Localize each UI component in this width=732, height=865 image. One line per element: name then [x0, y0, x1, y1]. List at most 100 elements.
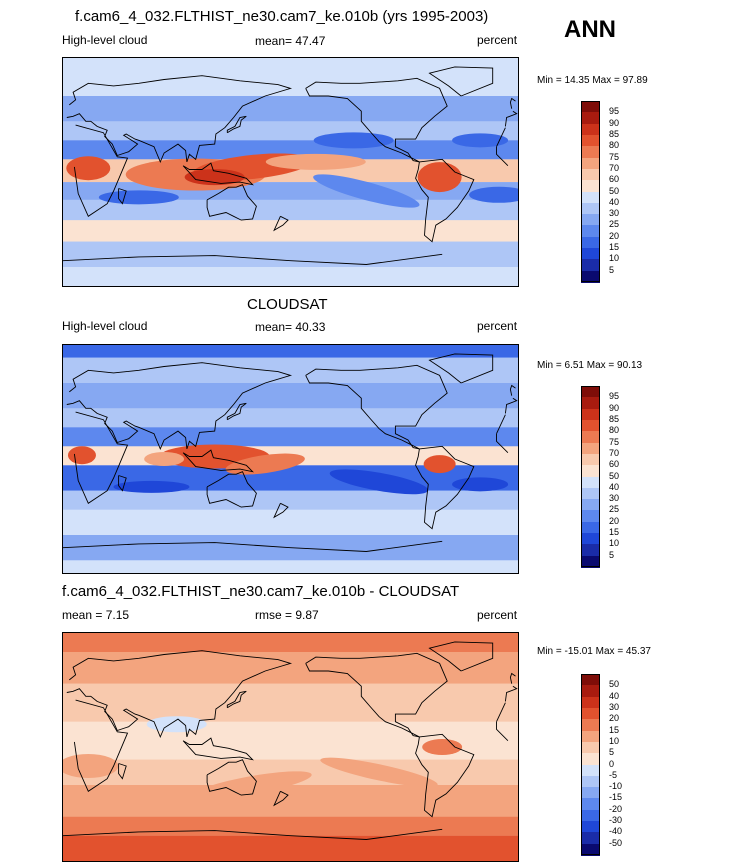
panel3-colorbar: 50 40 30 20 15 10 5 0 -5 -10 -15 -20 -30 -40 -50 — [581, 674, 641, 856]
colorbar-frame — [581, 674, 600, 855]
panel2-map — [62, 344, 519, 574]
field-band — [63, 357, 518, 383]
colorbar-swatch — [581, 685, 600, 698]
coastline — [504, 397, 518, 414]
coastline — [415, 158, 475, 243]
colorbar-swatch — [581, 787, 600, 799]
colorbar-swatch — [581, 214, 600, 226]
field-band — [63, 652, 518, 684]
colorbar-tick-label: 25 — [609, 504, 620, 515]
panel1-minmax: Min = 14.35 Max = 97.89 — [537, 75, 648, 86]
field-band — [63, 408, 518, 428]
panel1-mean: mean= 47.47 — [255, 34, 326, 48]
colorbar-swatch — [581, 191, 600, 204]
coastline — [428, 66, 494, 97]
panel3-units: percent — [477, 608, 518, 622]
field-band — [63, 560, 518, 573]
colorbar-swatch — [581, 442, 600, 455]
panel1-left-label: High-level cloud — [62, 33, 148, 47]
coastline — [66, 362, 293, 451]
colorbar-tick-label: -10 — [609, 781, 623, 792]
field-anomaly — [67, 446, 96, 465]
coastline — [63, 830, 291, 837]
colorbar-tick-label: 85 — [609, 128, 620, 139]
field-anomaly — [193, 771, 312, 799]
colorbar-swatch — [581, 386, 600, 398]
field-anomaly — [422, 739, 463, 755]
colorbar-tick-label: 5 — [609, 549, 615, 560]
colorbar-swatch — [581, 809, 600, 822]
field-band — [63, 345, 518, 358]
colorbar-tick-label: 60 — [609, 459, 620, 470]
coastline — [273, 215, 289, 232]
colorbar-swatch — [581, 821, 600, 833]
colorbar-swatch — [581, 134, 600, 147]
colorbar-swatch — [581, 832, 600, 845]
colorbar-tick-label: 15 — [609, 242, 620, 253]
panel1-map — [62, 57, 519, 287]
field-band — [63, 490, 518, 510]
field-anomaly — [469, 186, 518, 203]
coastline — [509, 672, 516, 684]
field-band — [63, 835, 518, 861]
coastline — [496, 146, 509, 167]
colorbar-swatch — [581, 499, 600, 511]
panel3-rmse: rmse = 9.87 — [255, 608, 319, 622]
colorbar-tick-label: 40 — [609, 690, 620, 701]
field-anomaly — [452, 133, 509, 148]
field-anomaly — [144, 452, 185, 466]
coastline — [290, 540, 443, 552]
colorbar-tick-label: -50 — [609, 837, 623, 848]
panel3-minmax: Min = -15.01 Max = 45.37 — [537, 646, 651, 657]
colorbar-swatch — [581, 753, 600, 765]
colorbar-swatch — [581, 521, 600, 534]
field-band — [63, 816, 518, 836]
field-band — [63, 267, 518, 286]
colorbar-swatch — [581, 555, 600, 568]
coastline — [504, 110, 518, 127]
colorbar-swatch — [581, 476, 600, 489]
colorbar-tick-label: 40 — [609, 481, 620, 492]
colorbar-swatch — [581, 730, 600, 743]
colorbar-tick-label: 95 — [609, 391, 620, 402]
colorbar-swatch — [581, 707, 600, 720]
coastline — [182, 449, 254, 473]
coastline — [496, 127, 506, 147]
field-anomaly — [329, 469, 429, 495]
field-anomaly — [452, 477, 509, 492]
field-band — [63, 785, 518, 817]
colorbar-tick-label: 80 — [609, 425, 620, 436]
colorbar-swatch — [581, 719, 600, 732]
colorbar-tick-label: 85 — [609, 413, 620, 424]
field-anomaly — [66, 156, 111, 181]
colorbar-swatch — [581, 146, 600, 159]
coastline — [428, 641, 494, 672]
colorbar-tick-label: 15 — [609, 527, 620, 538]
field-anomaly — [184, 169, 245, 186]
colorbar-tick-label: 50 — [609, 470, 620, 481]
coastline — [73, 411, 129, 504]
colorbar-tick-label: -15 — [609, 792, 623, 803]
coastline — [182, 162, 254, 186]
colorbar-tick-label: 0 — [609, 758, 615, 769]
coastline — [206, 184, 257, 221]
colorbar-tick-label: 30 — [609, 493, 620, 504]
colorbar-swatch — [581, 101, 600, 113]
coastline — [496, 414, 506, 434]
coastline — [290, 828, 443, 840]
colorbar-tick-label: -40 — [609, 826, 623, 837]
coastline — [206, 471, 257, 508]
colorbar-tick-label: 5 — [609, 747, 615, 758]
colorbar-tick-label: 10 — [609, 538, 620, 549]
coastline — [305, 652, 448, 738]
coastline — [226, 690, 247, 709]
colorbar-swatch — [581, 544, 600, 557]
field-band — [63, 241, 518, 267]
colorbar-tick-label: 70 — [609, 447, 620, 458]
field-anomaly — [313, 132, 394, 149]
colorbar-tick-label: 20 — [609, 230, 620, 241]
colorbar-swatch — [581, 123, 600, 136]
coastline — [66, 650, 293, 739]
panel3-mean: mean = 7.15 — [62, 608, 130, 622]
coastline — [273, 790, 289, 807]
